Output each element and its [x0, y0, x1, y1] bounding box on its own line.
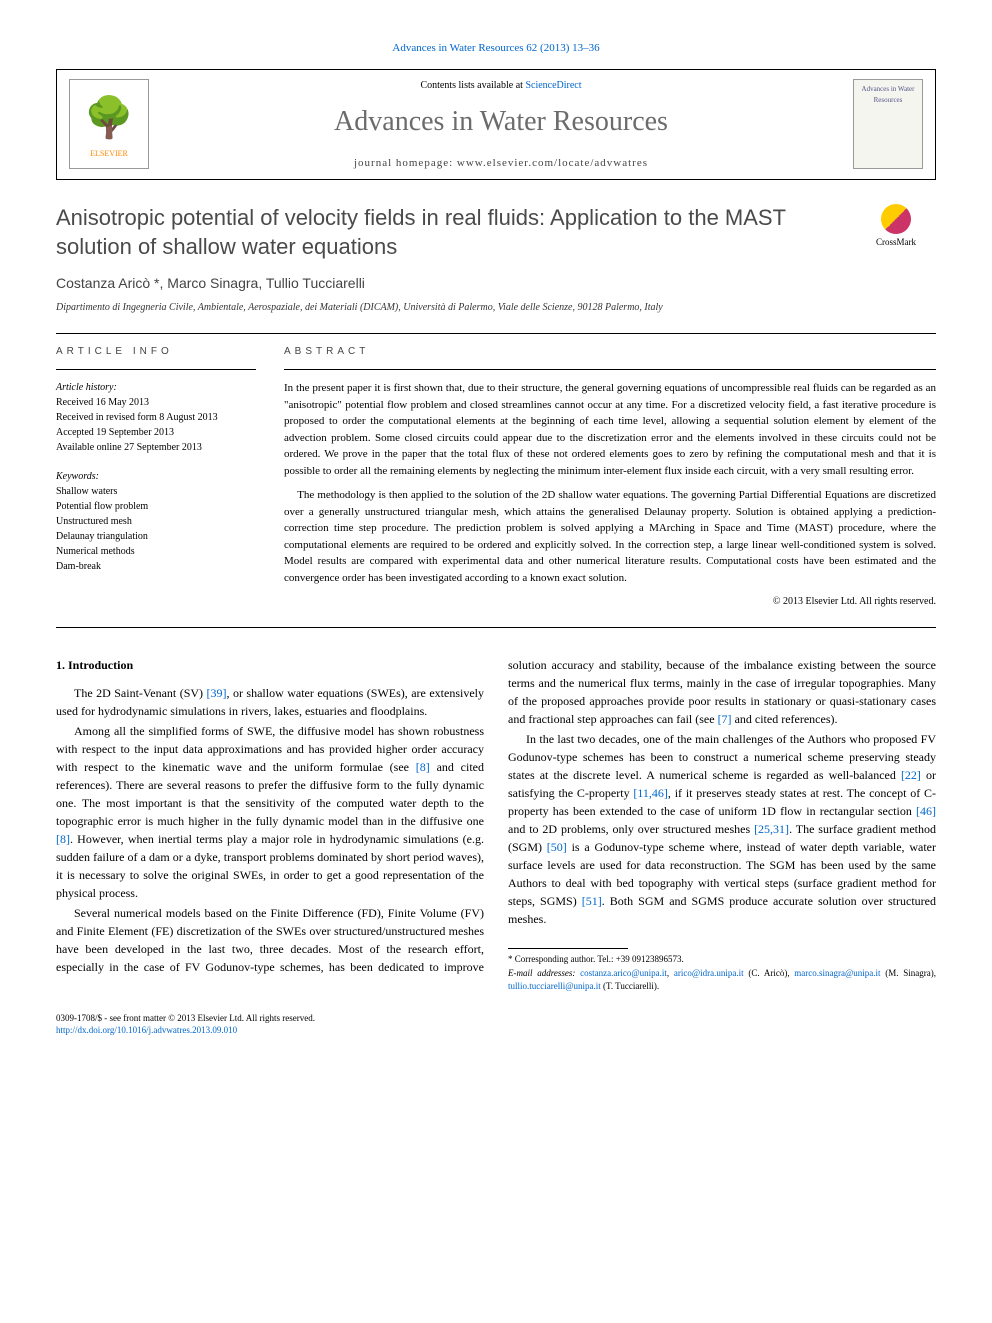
text-run: (M. Sinagra), — [881, 968, 936, 978]
keyword: Shallow waters — [56, 484, 256, 499]
body-paragraph: In the last two decades, one of the main… — [508, 730, 936, 928]
keyword: Unstructured mesh — [56, 514, 256, 529]
keyword: Numerical methods — [56, 544, 256, 559]
email-link[interactable]: tullio.tucciarelli@unipa.it — [508, 981, 601, 991]
affiliation: Dipartimento di Ingegneria Civile, Ambie… — [56, 300, 936, 315]
body-paragraph: Among all the simplified forms of SWE, t… — [56, 722, 484, 902]
homepage-line: journal homepage: www.elsevier.com/locat… — [149, 155, 853, 172]
header-center: Contents lists available at ScienceDirec… — [149, 78, 853, 172]
email-label: E-mail addresses: — [508, 968, 580, 978]
footnotes: * Corresponding author. Tel.: +39 091238… — [508, 953, 936, 994]
section-heading: 1. Introduction — [56, 656, 484, 674]
abstract-column: ABSTRACT In the present paper it is firs… — [284, 344, 936, 609]
keyword: Potential flow problem — [56, 499, 256, 514]
publisher-name: ELSEVIER — [90, 148, 128, 160]
abstract-text: In the present paper it is first shown t… — [284, 380, 936, 586]
title-row: Anisotropic potential of velocity fields… — [56, 204, 936, 261]
journal-name: Advances in Water Resources — [149, 101, 853, 143]
email-link[interactable]: arico@idra.unipa.it — [674, 968, 744, 978]
text-run: The 2D Saint-Venant (SV) — [74, 686, 207, 700]
citation-link[interactable]: [51] — [582, 894, 602, 908]
history-item: Received in revised form 8 August 2013 — [56, 410, 256, 425]
elsevier-logo: 🌳 ELSEVIER — [69, 79, 149, 169]
text-run: In the last two decades, one of the main… — [508, 732, 936, 782]
text-run: and to 2D problems, only over structured… — [508, 822, 754, 836]
crossmark-label: CrossMark — [876, 237, 916, 247]
article-info-heading: ARTICLE INFO — [56, 344, 256, 359]
issn-line: 0309-1708/$ - see front matter © 2013 El… — [56, 1012, 936, 1025]
crossmark-badge[interactable]: CrossMark — [856, 204, 936, 250]
page-footer: 0309-1708/$ - see front matter © 2013 El… — [56, 1012, 936, 1037]
homepage-url[interactable]: www.elsevier.com/locate/advwatres — [457, 157, 648, 169]
body-paragraph: The 2D Saint-Venant (SV) [39], or shallo… — [56, 684, 484, 720]
citation-link[interactable]: [11,46] — [633, 786, 668, 800]
citation-link[interactable]: [39] — [207, 686, 227, 700]
divider — [56, 627, 936, 628]
citation-link[interactable]: [46] — [916, 804, 936, 818]
divider — [284, 369, 936, 370]
text-run: . However, when inertial terms play a ma… — [56, 832, 484, 900]
keyword: Dam-break — [56, 559, 256, 574]
footnote-divider — [508, 948, 628, 949]
sciencedirect-link[interactable]: ScienceDirect — [525, 80, 581, 91]
body-text: 1. Introduction The 2D Saint-Venant (SV)… — [56, 656, 936, 994]
abstract-heading: ABSTRACT — [284, 344, 936, 359]
abstract-paragraph: The methodology is then applied to the s… — [284, 487, 936, 586]
authors: Costanza Aricò *, Marco Sinagra, Tullio … — [56, 273, 936, 294]
divider — [56, 333, 936, 334]
text-run: (C. Aricò), — [744, 968, 795, 978]
citation-link[interactable]: [22] — [901, 768, 921, 782]
homepage-prefix: journal homepage: — [354, 157, 457, 169]
info-abstract-row: ARTICLE INFO Article history: Received 1… — [56, 344, 936, 609]
doi-link[interactable]: http://dx.doi.org/10.1016/j.advwatres.20… — [56, 1025, 237, 1035]
corresponding-author: * Corresponding author. Tel.: +39 091238… — [508, 953, 936, 967]
keywords-block: Keywords: Shallow waters Potential flow … — [56, 469, 256, 574]
contents-line: Contents lists available at ScienceDirec… — [149, 78, 853, 93]
email-line: E-mail addresses: costanza.arico@unipa.i… — [508, 967, 936, 994]
abstract-copyright: © 2013 Elsevier Ltd. All rights reserved… — [284, 594, 936, 609]
text-run: and cited references). — [732, 712, 838, 726]
article-title: Anisotropic potential of velocity fields… — [56, 204, 856, 261]
footnote-block: * Corresponding author. Tel.: +39 091238… — [508, 948, 936, 994]
article-history: Article history: Received 16 May 2013 Re… — [56, 380, 256, 455]
citation-link[interactable]: [8] — [416, 760, 430, 774]
history-label: Article history: — [56, 380, 256, 395]
crossmark-icon — [881, 204, 911, 234]
email-link[interactable]: costanza.arico@unipa.it — [580, 968, 667, 978]
text-run: (T. Tucciarelli). — [601, 981, 659, 991]
email-link[interactable]: marco.sinagra@unipa.it — [794, 968, 880, 978]
article-info-column: ARTICLE INFO Article history: Received 1… — [56, 344, 256, 609]
journal-header-box: 🌳 ELSEVIER Contents lists available at S… — [56, 69, 936, 181]
contents-prefix: Contents lists available at — [420, 80, 525, 91]
citation-link[interactable]: [50] — [547, 840, 567, 854]
history-item: Accepted 19 September 2013 — [56, 425, 256, 440]
citation-link[interactable]: [8] — [56, 832, 70, 846]
abstract-paragraph: In the present paper it is first shown t… — [284, 380, 936, 479]
divider — [56, 369, 256, 370]
header-citation: Advances in Water Resources 62 (2013) 13… — [56, 40, 936, 57]
citation-link[interactable]: [7] — [718, 712, 732, 726]
history-item: Available online 27 September 2013 — [56, 440, 256, 455]
keywords-label: Keywords: — [56, 469, 256, 484]
keyword: Delaunay triangulation — [56, 529, 256, 544]
citation-link[interactable]: [25,31] — [754, 822, 789, 836]
history-item: Received 16 May 2013 — [56, 395, 256, 410]
elsevier-tree-icon: 🌳 — [84, 88, 134, 148]
journal-cover-thumbnail: Advances in Water Resources — [853, 79, 923, 169]
